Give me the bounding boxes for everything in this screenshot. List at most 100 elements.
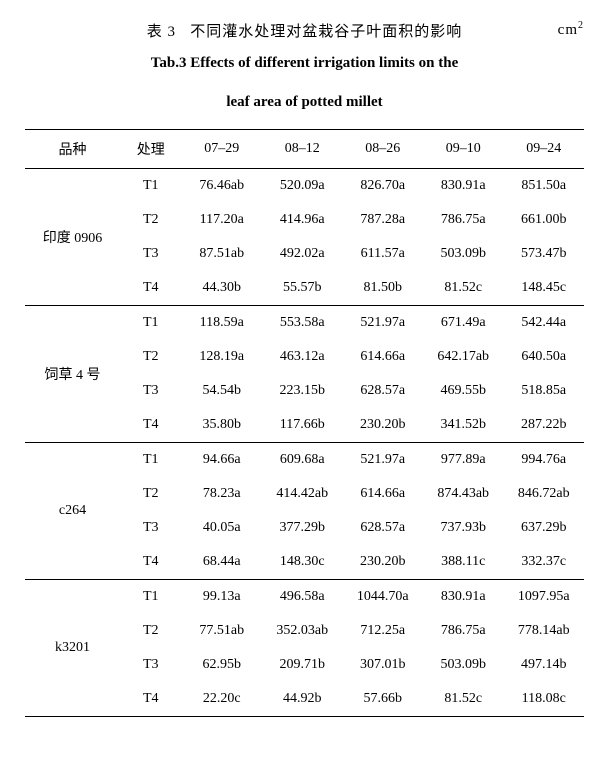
data-table: 品种 处理 07–29 08–12 08–26 09–10 09–24 印度 0… — [25, 129, 584, 717]
value-cell: 573.47b — [503, 237, 584, 271]
header-variety: 品种 — [25, 130, 120, 169]
value-cell: 994.76a — [503, 443, 584, 478]
value-cell: 68.44a — [182, 545, 262, 580]
value-cell: 786.75a — [423, 203, 503, 237]
value-cell: 496.58a — [262, 580, 342, 615]
value-cell: 642.17ab — [423, 340, 503, 374]
unit-label: cm2 — [558, 20, 584, 39]
value-cell: 388.11c — [423, 545, 503, 580]
value-cell: 118.59a — [182, 306, 262, 341]
value-cell: 352.03ab — [262, 614, 342, 648]
value-cell: 826.70a — [342, 169, 422, 204]
group-2: c264 T1 94.66a 609.68a 521.97a 977.89a 9… — [25, 443, 584, 580]
value-cell: 712.25a — [342, 614, 422, 648]
value-cell: 118.08c — [503, 682, 584, 717]
treatment-cell: T2 — [120, 614, 181, 648]
value-cell: 148.30c — [262, 545, 342, 580]
value-cell: 230.20b — [342, 408, 422, 443]
treatment-cell: T3 — [120, 511, 181, 545]
caption-cn-prefix: 表 3 — [147, 24, 176, 40]
treatment-cell: T4 — [120, 682, 181, 717]
header-date-5: 09–24 — [503, 130, 584, 169]
value-cell: 44.92b — [262, 682, 342, 717]
header-date-3: 08–26 — [342, 130, 422, 169]
treatment-cell: T2 — [120, 477, 181, 511]
value-cell: 223.15b — [262, 374, 342, 408]
header-treatment: 处理 — [120, 130, 181, 169]
value-cell: 521.97a — [342, 443, 422, 478]
treatment-cell: T1 — [120, 169, 181, 204]
value-cell: 1097.95a — [503, 580, 584, 615]
value-cell: 81.50b — [342, 271, 422, 306]
table-row: 饲草 4 号 T1 118.59a 553.58a 521.97a 671.49… — [25, 306, 584, 341]
value-cell: 62.95b — [182, 648, 262, 682]
value-cell: 54.54b — [182, 374, 262, 408]
value-cell: 737.93b — [423, 511, 503, 545]
caption-en-line1: Tab.3 Effects of different irrigation li… — [25, 47, 584, 80]
value-cell: 55.57b — [262, 271, 342, 306]
value-cell: 128.19a — [182, 340, 262, 374]
value-cell: 377.29b — [262, 511, 342, 545]
table-row: 印度 0906 T1 76.46ab 520.09a 826.70a 830.9… — [25, 169, 584, 204]
value-cell: 786.75a — [423, 614, 503, 648]
value-cell: 1044.70a — [342, 580, 422, 615]
value-cell: 94.66a — [182, 443, 262, 478]
value-cell: 87.51ab — [182, 237, 262, 271]
value-cell: 614.66a — [342, 340, 422, 374]
treatment-cell: T2 — [120, 340, 181, 374]
value-cell: 609.68a — [262, 443, 342, 478]
caption-en-line2: leaf area of potted millet — [25, 86, 584, 119]
value-cell: 81.52c — [423, 271, 503, 306]
value-cell: 851.50a — [503, 169, 584, 204]
group-1: 饲草 4 号 T1 118.59a 553.58a 521.97a 671.49… — [25, 306, 584, 443]
table-row: c264 T1 94.66a 609.68a 521.97a 977.89a 9… — [25, 443, 584, 478]
value-cell: 503.09b — [423, 237, 503, 271]
value-cell: 671.49a — [423, 306, 503, 341]
value-cell: 40.05a — [182, 511, 262, 545]
value-cell: 492.02a — [262, 237, 342, 271]
value-cell: 520.09a — [262, 169, 342, 204]
value-cell: 830.91a — [423, 580, 503, 615]
value-cell: 287.22b — [503, 408, 584, 443]
value-cell: 518.85a — [503, 374, 584, 408]
unit-sup: 2 — [578, 20, 584, 31]
group-0: 印度 0906 T1 76.46ab 520.09a 826.70a 830.9… — [25, 169, 584, 306]
value-cell: 640.50a — [503, 340, 584, 374]
treatment-cell: T3 — [120, 237, 181, 271]
value-cell: 117.66b — [262, 408, 342, 443]
value-cell: 332.37c — [503, 545, 584, 580]
value-cell: 977.89a — [423, 443, 503, 478]
header-date-2: 08–12 — [262, 130, 342, 169]
treatment-cell: T4 — [120, 408, 181, 443]
value-cell: 830.91a — [423, 169, 503, 204]
value-cell: 81.52c — [423, 682, 503, 717]
treatment-cell: T4 — [120, 545, 181, 580]
treatment-cell: T3 — [120, 648, 181, 682]
header-date-1: 07–29 — [182, 130, 262, 169]
value-cell: 414.42ab — [262, 477, 342, 511]
value-cell: 463.12a — [262, 340, 342, 374]
variety-cell: c264 — [25, 443, 120, 580]
value-cell: 44.30b — [182, 271, 262, 306]
variety-cell: k3201 — [25, 580, 120, 717]
value-cell: 78.23a — [182, 477, 262, 511]
value-cell: 414.96a — [262, 203, 342, 237]
treatment-cell: T1 — [120, 443, 181, 478]
value-cell: 628.57a — [342, 511, 422, 545]
value-cell: 874.43ab — [423, 477, 503, 511]
header-row: 品种 处理 07–29 08–12 08–26 09–10 09–24 — [25, 130, 584, 169]
value-cell: 35.80b — [182, 408, 262, 443]
value-cell: 542.44a — [503, 306, 584, 341]
value-cell: 148.45c — [503, 271, 584, 306]
table-row: k3201 T1 99.13a 496.58a 1044.70a 830.91a… — [25, 580, 584, 615]
treatment-cell: T3 — [120, 374, 181, 408]
treatment-cell: T1 — [120, 306, 181, 341]
value-cell: 497.14b — [503, 648, 584, 682]
value-cell: 307.01b — [342, 648, 422, 682]
value-cell: 637.29b — [503, 511, 584, 545]
value-cell: 778.14ab — [503, 614, 584, 648]
caption-cn: 表 3 不同灌水处理对盆栽谷子叶面积的影响 cm2 — [25, 20, 584, 41]
value-cell: 117.20a — [182, 203, 262, 237]
caption-cn-title: 不同灌水处理对盆栽谷子叶面积的影响 — [190, 24, 462, 40]
variety-cell: 饲草 4 号 — [25, 306, 120, 443]
